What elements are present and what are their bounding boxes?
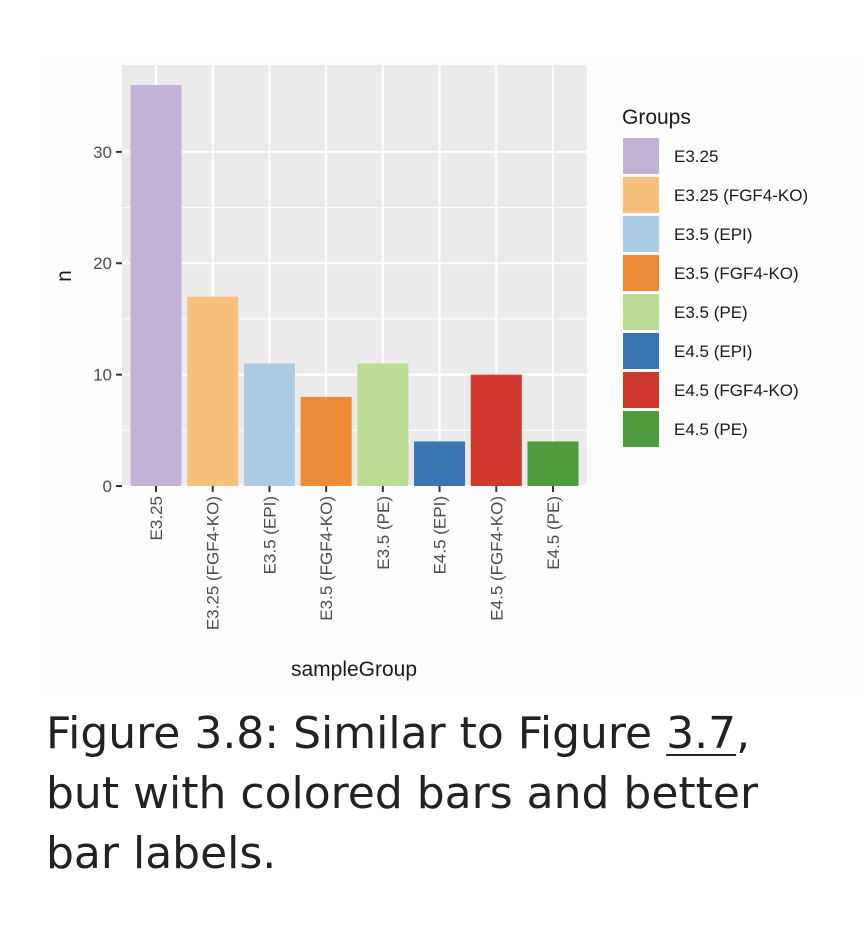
y-axis-title: n <box>53 270 76 282</box>
legend-label: E3.25 (FGF4-KO) <box>674 186 808 205</box>
x-tick-label: E4.5 (PE) <box>544 496 563 570</box>
bar <box>357 363 409 486</box>
x-tick-label: E3.25 <box>147 496 166 540</box>
figure-caption: Figure 3.8: Similar to Figure 3.7, but w… <box>46 704 826 884</box>
legend-label: E4.5 (FGF4-KO) <box>674 381 799 400</box>
legend-label: E3.5 (EPI) <box>674 225 752 244</box>
caption-prefix: Figure 3.8: Similar to Figure <box>46 708 667 759</box>
bars <box>130 85 579 487</box>
y-axis: 0 10 20 30 <box>93 143 122 496</box>
legend-key <box>623 333 659 369</box>
bar <box>243 363 295 486</box>
bar <box>300 396 352 486</box>
bar <box>527 441 579 486</box>
figure-reference-link[interactable]: 3.7 <box>666 708 737 759</box>
x-axis-title: sampleGroup <box>291 658 417 681</box>
bar <box>187 296 239 486</box>
legend-label: E4.5 (PE) <box>674 420 748 439</box>
bar <box>130 85 182 487</box>
legend-key <box>623 294 659 330</box>
y-tick-label: 20 <box>93 254 112 273</box>
legend-key <box>623 411 659 447</box>
x-tick-label: E4.5 (FGF4-KO) <box>487 496 506 621</box>
y-tick-label: 10 <box>93 366 112 385</box>
legend-key <box>623 216 659 252</box>
x-axis: E3.25 E3.25 (FGF4-KO) E3.5 (EPI) E3.5 (FGF4… <box>147 486 563 630</box>
bar <box>414 441 466 486</box>
legend-title: Groups <box>622 106 691 129</box>
legend-key <box>623 177 659 213</box>
x-tick-label: E3.5 (EPI) <box>260 496 279 574</box>
y-tick-label: 0 <box>103 477 112 496</box>
legend-label: E3.5 (PE) <box>674 303 748 322</box>
legend-label: E3.5 (FGF4-KO) <box>674 264 799 283</box>
legend-label: E4.5 (EPI) <box>674 342 752 361</box>
caption-suffix: , but with colored bars and better bar l… <box>46 708 759 879</box>
y-tick-label: 30 <box>93 143 112 162</box>
x-tick-label: E3.25 (FGF4-KO) <box>204 496 223 630</box>
legend-key <box>623 138 659 174</box>
bar <box>470 374 522 486</box>
x-tick-label: E4.5 (EPI) <box>431 496 450 574</box>
legend-label: E3.25 <box>674 147 718 166</box>
legend-key <box>623 255 659 291</box>
x-tick-label: E3.5 (PE) <box>374 496 393 570</box>
legend: Groups E3.25 E3.25 (FGF4-KO) E3.5 (EPI) E3.… <box>622 106 808 447</box>
chart-figure: 0 10 20 30 E3.25 E3.25 (FGF4-KO) E3.5 (EPI) E3… <box>40 58 860 698</box>
x-tick-label: E3.5 (FGF4-KO) <box>317 496 336 621</box>
legend-key <box>623 372 659 408</box>
